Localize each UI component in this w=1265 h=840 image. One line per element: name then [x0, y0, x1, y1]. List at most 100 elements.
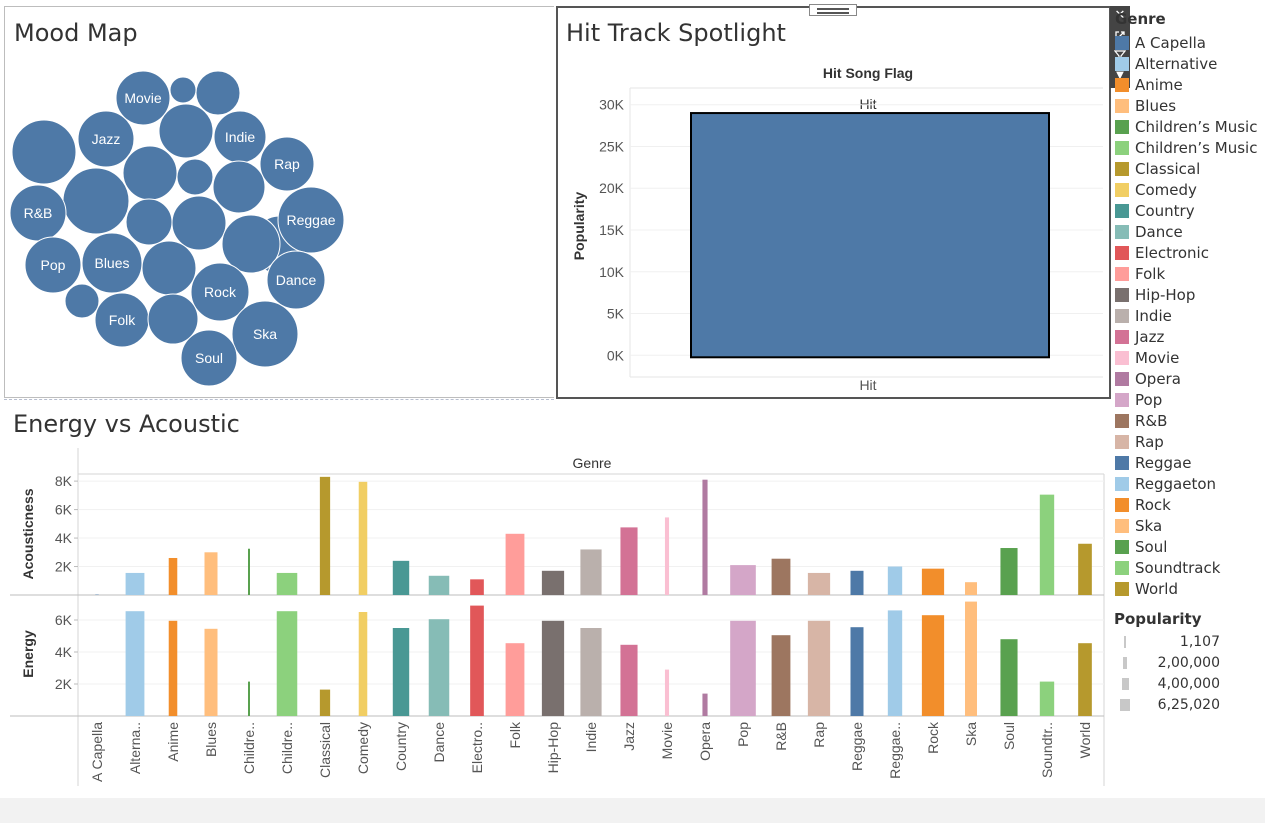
bubble-label: Jazz — [92, 131, 121, 147]
bar-acousticness-17[interactable] — [730, 565, 756, 595]
bar-energy-3[interactable] — [205, 629, 218, 716]
popularity-legend-item[interactable]: 6,25,020 — [1112, 695, 1262, 715]
legend-label: Electronic — [1135, 243, 1209, 263]
bubble-dance[interactable]: Dance — [267, 251, 325, 309]
bar-acousticness-24[interactable] — [1000, 548, 1017, 595]
bar-energy-5[interactable] — [277, 611, 298, 716]
bar-acousticness-2[interactable] — [169, 558, 178, 595]
bubble[interactable] — [170, 77, 196, 103]
bar-acousticness-16[interactable] — [702, 480, 707, 595]
bar-acousticness-13[interactable] — [580, 549, 601, 595]
bar-energy-13[interactable] — [580, 628, 601, 716]
bar-energy-17[interactable] — [730, 621, 756, 716]
bubble[interactable] — [142, 241, 196, 295]
bar-energy-25[interactable] — [1040, 682, 1054, 716]
bar-energy-10[interactable] — [470, 606, 484, 716]
bar-energy-20[interactable] — [851, 627, 864, 716]
bar-acousticness-18[interactable] — [772, 559, 791, 595]
hit-y-tick-label: 25K — [599, 138, 625, 154]
hit-x-category-label: Hit — [859, 377, 876, 393]
bar-energy-14[interactable] — [620, 645, 637, 716]
popularity-legend-item[interactable]: 1,107 — [1112, 632, 1262, 652]
bar-energy-21[interactable] — [888, 610, 902, 716]
bar-acousticness-26[interactable] — [1078, 544, 1092, 595]
bubble-label: Dance — [276, 272, 317, 288]
bar-energy-6[interactable] — [320, 690, 330, 716]
bar-acousticness-21[interactable] — [888, 567, 902, 595]
bar-energy-1[interactable] — [126, 611, 145, 716]
bar-acousticness-25[interactable] — [1040, 495, 1054, 595]
bubble-label: Blues — [94, 255, 129, 271]
legend-swatch — [1115, 351, 1129, 365]
bubble-indie[interactable]: Indie — [214, 111, 266, 163]
bubble-movie[interactable]: Movie — [116, 71, 170, 125]
bar-energy-18[interactable] — [772, 635, 791, 716]
bar-acousticness-7[interactable] — [359, 482, 368, 595]
legend-label: Reggaeton — [1135, 474, 1216, 494]
popularity-legend-item[interactable]: 4,00,000 — [1112, 674, 1262, 694]
bar-energy-11[interactable] — [506, 643, 525, 716]
bubble[interactable] — [177, 159, 213, 195]
panel-drag-handle[interactable] — [809, 4, 857, 16]
bar-acousticness-12[interactable] — [542, 571, 564, 595]
bar-acousticness-1[interactable] — [126, 573, 145, 595]
popularity-legend-item[interactable]: 2,00,000 — [1112, 653, 1262, 673]
ea-x-category-label: Soul — [1001, 722, 1017, 750]
bar-acousticness-14[interactable] — [620, 527, 637, 595]
bar-energy-7[interactable] — [359, 612, 368, 716]
bubble-rb[interactable]: R&B — [10, 185, 66, 241]
bubble-rap[interactable]: Rap — [260, 137, 314, 191]
bubble-blues[interactable]: Blues — [82, 233, 142, 293]
bar-acousticness-4[interactable] — [248, 549, 250, 595]
bubble-jazz[interactable]: Jazz — [78, 111, 134, 167]
bar-energy-15[interactable] — [665, 670, 669, 716]
bar-acousticness-19[interactable] — [808, 573, 830, 595]
bar-acousticness-11[interactable] — [506, 534, 525, 595]
hit-bar[interactable] — [691, 113, 1049, 357]
bubble[interactable] — [12, 120, 76, 184]
ea-y-tick-label: 2K — [55, 559, 73, 575]
bar-energy-8[interactable] — [393, 628, 409, 716]
bar-acousticness-6[interactable] — [320, 477, 330, 595]
bar-acousticness-5[interactable] — [277, 573, 298, 595]
bar-acousticness-10[interactable] — [470, 579, 484, 595]
bubble[interactable] — [65, 284, 99, 318]
bubble-folk[interactable]: Folk — [95, 293, 149, 347]
bar-acousticness-15[interactable] — [665, 517, 669, 595]
bar-acousticness-3[interactable] — [205, 552, 218, 595]
ea-x-category-label: Jazz — [621, 722, 637, 751]
legend-swatch — [1115, 330, 1129, 344]
bar-energy-24[interactable] — [1000, 639, 1017, 716]
bubble-soul[interactable]: Soul — [181, 330, 237, 386]
bar-energy-12[interactable] — [542, 621, 564, 716]
ea-x-category-label: Opera — [697, 722, 713, 761]
bubble-pop[interactable]: Pop — [25, 237, 81, 293]
legend-swatch — [1115, 120, 1129, 134]
popularity-legend-label: 4,00,000 — [1158, 674, 1220, 694]
bar-energy-26[interactable] — [1078, 643, 1092, 716]
bubble[interactable] — [126, 199, 172, 245]
bar-energy-19[interactable] — [808, 621, 830, 716]
bar-energy-9[interactable] — [429, 619, 450, 716]
bar-energy-2[interactable] — [169, 621, 178, 716]
bubble-reggae[interactable]: Reggae — [278, 187, 344, 253]
bubble[interactable] — [123, 146, 177, 200]
bar-acousticness-20[interactable] — [851, 571, 864, 595]
bar-energy-23[interactable] — [965, 602, 977, 716]
ea-y-tick-label: 4K — [55, 644, 73, 660]
bubble[interactable] — [172, 196, 226, 250]
bar-energy-16[interactable] — [702, 694, 707, 716]
ea-y-tick-label: 8K — [55, 473, 73, 489]
bubble[interactable] — [213, 161, 265, 213]
bubble-ska[interactable]: Ska — [232, 301, 298, 367]
bubble[interactable] — [63, 168, 129, 234]
bar-acousticness-23[interactable] — [965, 582, 977, 595]
bubble[interactable] — [196, 71, 240, 115]
bar-energy-22[interactable] — [922, 615, 944, 716]
hit-y-tick-label: 5K — [607, 306, 625, 322]
bubble[interactable] — [159, 104, 213, 158]
bar-energy-4[interactable] — [248, 682, 250, 716]
bar-acousticness-9[interactable] — [429, 576, 450, 595]
bar-acousticness-8[interactable] — [393, 561, 409, 595]
bar-acousticness-22[interactable] — [922, 569, 944, 595]
